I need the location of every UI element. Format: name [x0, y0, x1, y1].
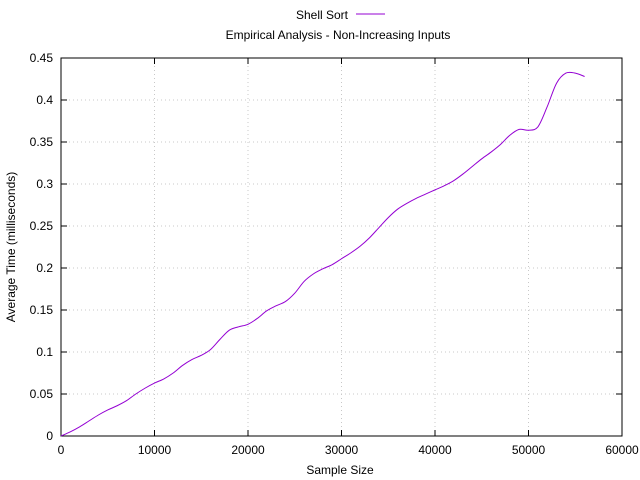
series-layer	[60, 71, 585, 437]
y-tick-label: 0	[46, 429, 53, 443]
y-axis-label: Average Time (milliseconds)	[4, 172, 18, 323]
x-tick-label: 50000	[512, 443, 546, 457]
x-tick-label: 60000	[605, 443, 639, 457]
ticks: 0 10000 20000 30000 40000 50000 60000 0 0.05 0.1 0…	[30, 51, 639, 457]
y-tick-label: 0.35	[30, 135, 54, 149]
y-tick-label: 0.1	[36, 345, 53, 359]
series-line-shell-sort	[60, 71, 585, 437]
legend: Shell Sort	[296, 8, 385, 22]
y-tick-label: 0.25	[30, 219, 54, 233]
x-tick-label: 10000	[138, 443, 172, 457]
y-tick-label: 0.45	[30, 51, 54, 65]
y-tick-label: 0.15	[30, 303, 54, 317]
chart-title: Empirical Analysis - Non-Increasing Inpu…	[226, 28, 451, 42]
legend-label: Shell Sort	[296, 8, 349, 22]
grid	[61, 58, 622, 436]
x-tick-label: 30000	[325, 443, 359, 457]
x-axis-label: Sample Size	[306, 463, 374, 477]
y-tick-label: 0.2	[36, 261, 53, 275]
x-tick-label: 40000	[418, 443, 452, 457]
y-tick-label: 0.4	[36, 93, 53, 107]
y-tick-label: 0.3	[36, 177, 53, 191]
x-tick-label: 0	[58, 443, 65, 457]
y-tick-label: 0.05	[30, 387, 54, 401]
x-tick-label: 20000	[231, 443, 265, 457]
